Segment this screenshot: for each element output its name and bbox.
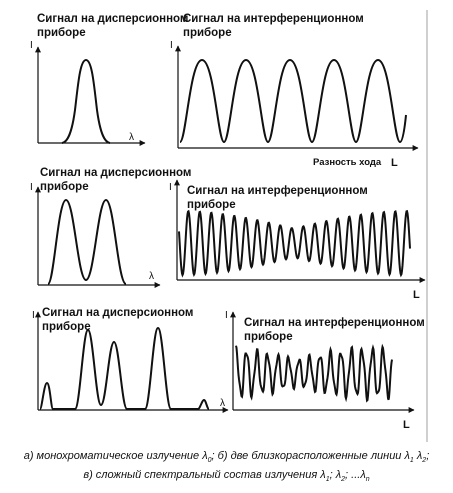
- y-axis-letter: I: [30, 182, 33, 193]
- caption-line-2: в) сложный спектральный состав излучения…: [83, 469, 370, 484]
- panel-title-line-1: Сигнал на дисперсионном: [40, 167, 191, 179]
- y-axis-letter: I: [30, 40, 33, 51]
- panel-a-dispersion: Сигнал на дисперсионном приборе I λ: [30, 13, 188, 146]
- signal-curve: [235, 343, 393, 403]
- signal-curve: [47, 198, 127, 285]
- x-axis-letter: λ: [129, 132, 134, 143]
- panel-title-line-2: приборе: [244, 331, 293, 343]
- y-axis-letter: I: [32, 310, 35, 321]
- panel-title-line-1: Сигнал на дисперсионном: [42, 307, 193, 319]
- x-axis-letter: L: [391, 157, 398, 169]
- panel-title-line-1: Сигнал на дисперсионном: [37, 13, 188, 25]
- y-axis-letter: I: [225, 310, 228, 321]
- figure-caption: а) монохроматическое излучение λ0; б) дв…: [0, 449, 453, 487]
- panel-title-line-1: Сигнал на интерференционном: [187, 185, 368, 197]
- panel-c-dispersion: Сигнал на дисперсионном приборе I λ: [32, 307, 229, 413]
- signal-curve: [179, 58, 407, 144]
- caption-line-1: а) монохроматическое излучение λ0; б) дв…: [23, 450, 430, 465]
- panel-b-dispersion: Сигнал на дисперсионном приборе I λ: [30, 167, 191, 288]
- panel-c-interference: Сигнал на интерференционном приборе I L: [225, 310, 425, 431]
- panel-title-line-2: приборе: [187, 199, 236, 211]
- panel-b-interference: Сигнал на интерференционном приборе I L: [169, 179, 426, 301]
- y-axis-letter: I: [169, 182, 172, 193]
- panel-title-line-2: приборе: [183, 27, 232, 39]
- signal-curve: [178, 209, 411, 278]
- panel-title-line-1: Сигнал на интерференционном: [183, 13, 364, 25]
- signal-curve: [61, 58, 111, 144]
- x-axis-letter: L: [403, 419, 410, 431]
- y-axis-letter: I: [170, 40, 173, 51]
- panel-title-line-2: приборе: [40, 181, 89, 193]
- panel-title-line-2: приборе: [42, 321, 91, 333]
- x-axis-label: Разность хода: [313, 157, 382, 168]
- x-axis-letter: λ: [220, 398, 225, 409]
- signal-curve: [39, 326, 210, 410]
- panel-title-line-2: приборе: [37, 27, 86, 39]
- x-axis-letter: L: [413, 289, 420, 301]
- panel-a-interference: Сигнал на интерференционном приборе I Ра…: [170, 13, 419, 169]
- panel-title-line-1: Сигнал на интерференционном: [244, 317, 425, 329]
- x-axis-letter: λ: [149, 271, 154, 282]
